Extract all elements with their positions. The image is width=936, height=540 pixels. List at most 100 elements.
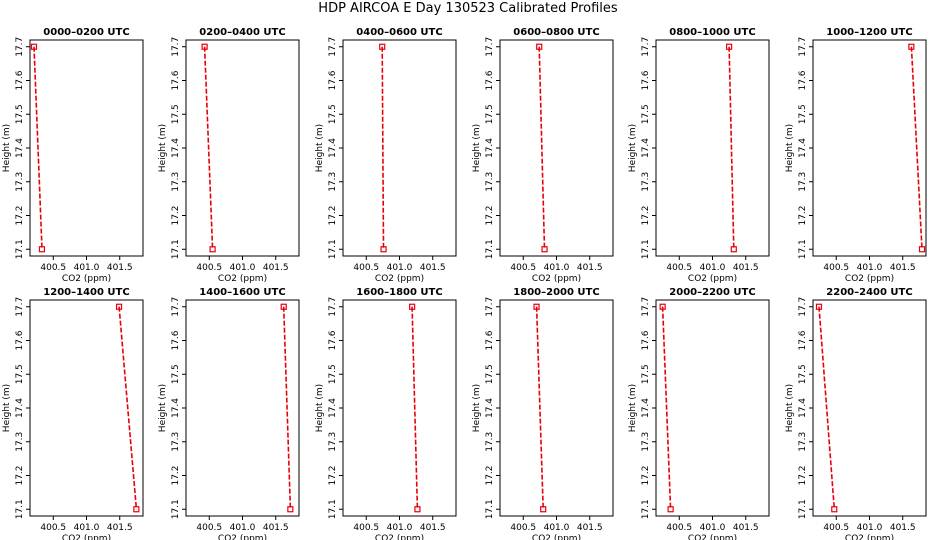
x-axis-label: CO2 (ppm) [62, 274, 111, 284]
x-tick-label: 400.5 [353, 263, 379, 273]
panel-title: 2200–2400 UTC [826, 287, 912, 298]
data-point [667, 506, 674, 513]
plot-frame [812, 299, 927, 517]
profile-line [538, 46, 546, 250]
data-point [38, 246, 46, 253]
y-tick-label: 17.5 [798, 364, 808, 384]
x-tick-label: 400.5 [510, 263, 536, 273]
x-tick-label: 400.5 [353, 523, 379, 533]
y-tick-label: 17.2 [641, 205, 651, 225]
y-tick-label: 17.3 [485, 172, 495, 192]
y-tick-label: 17.7 [171, 37, 181, 57]
data-point [209, 246, 216, 253]
x-axis-label: CO2 (ppm) [688, 534, 737, 540]
x-tick-label: 401.0 [387, 263, 413, 273]
panel-title: 1000–1200 UTC [826, 27, 912, 38]
data-point [280, 303, 287, 310]
panel-title: 0000–0200 UTC [43, 27, 129, 38]
x-tick-label: 400.5 [510, 523, 536, 533]
y-tick-label: 17.6 [798, 330, 808, 350]
x-axis-label: CO2 (ppm) [532, 534, 581, 540]
y-tick-label: 17.1 [171, 499, 181, 519]
y-tick-label: 17.7 [641, 297, 651, 317]
profile-line [33, 46, 43, 250]
y-tick-label: 17.6 [171, 330, 181, 350]
x-tick-label: 400.5 [666, 263, 692, 273]
y-tick-label: 17.1 [485, 239, 495, 259]
y-tick-label: 17.5 [798, 104, 808, 124]
profile-line [381, 46, 385, 250]
plot-frame [655, 299, 770, 517]
data-point [409, 303, 416, 310]
y-tick-label: 17.6 [641, 330, 651, 350]
x-tick-label: 400.5 [40, 523, 66, 533]
y-tick-label: 17.5 [328, 104, 338, 124]
plot-frame [185, 39, 300, 257]
data-point [287, 506, 294, 513]
x-tick-label: 401.5 [577, 523, 603, 533]
y-tick-label: 17.2 [485, 465, 495, 485]
y-tick-label: 17.5 [328, 364, 338, 384]
y-tick-label: 17.1 [15, 239, 25, 259]
y-tick-label: 17.1 [328, 239, 338, 259]
y-tick-label: 17.3 [641, 432, 651, 452]
profile-panel: 1000–1200 UTC 400.5 401.0 401.5 17.1 17.2 17.3… [785, 27, 927, 284]
data-point [540, 506, 547, 513]
y-tick-label: 17.2 [798, 205, 808, 225]
page-title: HDP AIRCOA E Day 130523 Calibrated Profi… [318, 1, 618, 16]
y-axis-label: Height (m) [158, 124, 168, 172]
profile-line [118, 306, 138, 510]
y-tick-label: 17.2 [798, 465, 808, 485]
x-axis-label: CO2 (ppm) [62, 534, 111, 540]
y-axis-label: Height (m) [628, 124, 638, 172]
x-tick-label: 401.5 [420, 263, 446, 273]
y-tick-label: 17.6 [641, 70, 651, 90]
x-axis-label: CO2 (ppm) [218, 534, 267, 540]
y-tick-label: 17.4 [485, 138, 495, 158]
x-tick-label: 401.5 [577, 263, 603, 273]
x-tick-label: 401.5 [733, 523, 759, 533]
y-tick-label: 17.7 [485, 37, 495, 57]
y-tick-label: 17.7 [328, 37, 338, 57]
x-tick-label: 400.5 [666, 523, 692, 533]
y-tick-label: 17.1 [641, 499, 651, 519]
x-tick-label: 401.5 [890, 523, 916, 533]
data-point [831, 506, 838, 513]
x-axis-label: CO2 (ppm) [845, 534, 894, 540]
plot-frame [655, 39, 770, 257]
y-tick-label: 17.3 [328, 172, 338, 192]
panel-title: 0600–0800 UTC [513, 27, 599, 38]
y-tick-label: 17.3 [485, 432, 495, 452]
y-tick-label: 17.6 [485, 330, 495, 350]
profile-panel: 0000–0200 UTC 400.5 401.0 401.5 17.1 17.2 17.3… [2, 27, 144, 284]
y-tick-label: 17.7 [798, 297, 808, 317]
y-tick-label: 17.3 [15, 432, 25, 452]
y-tick-label: 17.2 [15, 465, 25, 485]
profile-panel: 1400–1600 UTC 400.5 401.0 401.5 17.1 17.2 17.3… [158, 287, 300, 540]
y-tick-label: 17.5 [641, 364, 651, 384]
x-tick-label: 400.5 [823, 263, 849, 273]
x-tick-label: 401.5 [263, 263, 289, 273]
data-point [726, 43, 733, 50]
y-tick-label: 17.4 [641, 138, 651, 158]
plot-frame [342, 39, 457, 257]
data-point [730, 246, 737, 253]
plot-frame [29, 299, 144, 517]
y-tick-label: 17.1 [641, 239, 651, 259]
y-tick-label: 17.5 [485, 104, 495, 124]
profile-line [910, 46, 923, 250]
y-tick-label: 17.3 [641, 172, 651, 192]
y-tick-label: 17.2 [171, 205, 181, 225]
x-axis-label: CO2 (ppm) [845, 274, 894, 284]
panel-title: 1200–1400 UTC [43, 287, 129, 298]
x-axis-label: CO2 (ppm) [375, 534, 424, 540]
x-tick-label: 400.5 [40, 263, 66, 273]
x-tick-label: 401.0 [544, 523, 570, 533]
panel-title: 0400–0600 UTC [356, 27, 442, 38]
data-point [541, 246, 548, 253]
profile-panel: 0600–0800 UTC 400.5 401.0 401.5 17.1 17.2 17.3… [472, 27, 614, 284]
y-axis-label: Height (m) [158, 384, 168, 432]
profile-panel: 1600–1800 UTC 400.5 401.0 401.5 17.1 17.2 17.3… [315, 287, 457, 540]
profile-line [535, 306, 544, 510]
